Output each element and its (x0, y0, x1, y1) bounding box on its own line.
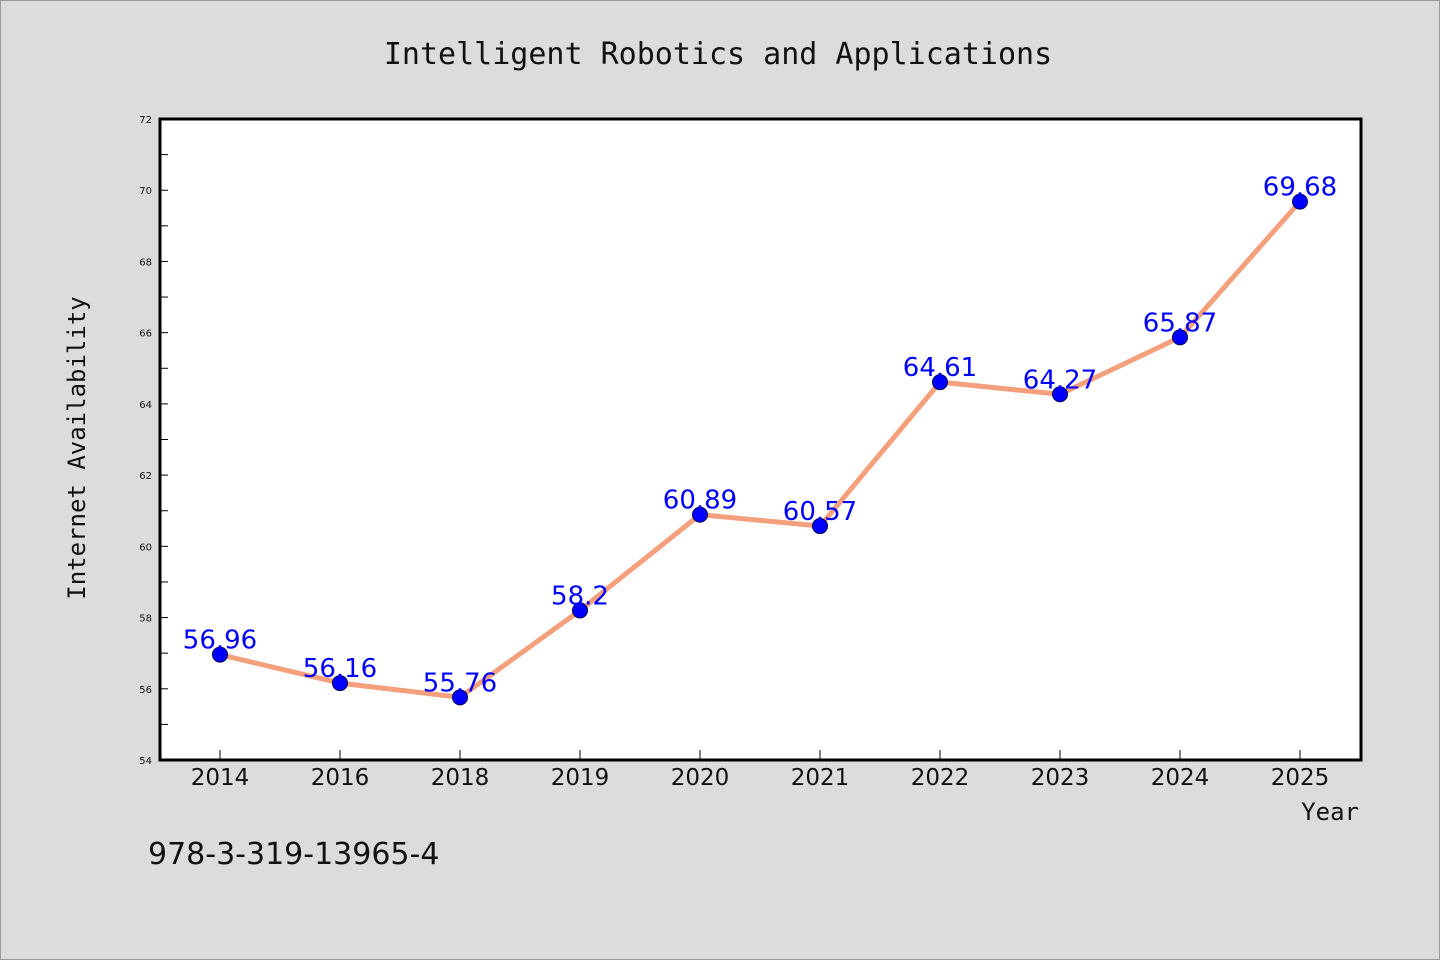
x-tick-label: 2022 (911, 765, 970, 791)
y-tick-label: 64 (139, 400, 152, 411)
x-axis-label: Year (1301, 798, 1359, 826)
y-tick-label: 60 (139, 542, 152, 553)
x-tick-label: 2020 (671, 765, 730, 791)
x-tick-label: 2018 (431, 765, 490, 791)
data-point (812, 518, 828, 535)
y-tick-label: 72 (139, 115, 152, 126)
y-tick-label: 54 (139, 756, 152, 767)
data-point (452, 689, 468, 706)
y-tick-label: 66 (139, 329, 152, 340)
isbn-text: 978-3-319-13965-4 (148, 837, 439, 872)
data-label: 69.68 (1263, 173, 1337, 203)
data-label: 55.76 (423, 668, 497, 698)
data-label: 65.87 (1143, 308, 1217, 338)
x-tick-label: 2024 (1151, 765, 1210, 791)
data-label: 60.89 (663, 486, 737, 516)
series-line (217, 199, 1303, 700)
data-point (1292, 193, 1308, 210)
x-tick-label: 2025 (1271, 765, 1330, 791)
y-tick-label: 68 (139, 257, 152, 268)
x-tick-label: 2023 (1031, 765, 1090, 791)
plot-border (158, 117, 1363, 762)
data-point (692, 506, 708, 523)
data-labels: 56.96 56.16 55.76 58.2 60.89 60.57 64.61 64.27 6… (183, 173, 1337, 699)
y-tick-label: 62 (139, 471, 152, 482)
data-point (572, 602, 588, 619)
data-markers (212, 193, 1308, 706)
data-label: 56.96 (183, 626, 257, 656)
y-tick-label: 56 (139, 685, 152, 696)
data-label: 60.57 (783, 497, 857, 527)
chart-title: Intelligent Robotics and Applications (384, 37, 1052, 72)
series-line-group (217, 199, 1303, 700)
data-point (932, 374, 948, 391)
x-tick-label: 2021 (791, 765, 850, 791)
data-point (212, 646, 228, 663)
x-tick-label: 2019 (551, 765, 610, 791)
y-tick-label: 70 (139, 186, 152, 197)
data-label: 64.61 (903, 353, 977, 383)
data-label: 58.2 (551, 581, 609, 611)
data-point (1172, 329, 1188, 346)
x-tick-label: 2016 (311, 765, 370, 791)
data-point (332, 675, 348, 692)
data-point (1052, 386, 1068, 403)
y-tick-label: 58 (139, 614, 152, 625)
plot-area (160, 119, 1361, 760)
data-label: 56.16 (303, 654, 377, 684)
data-label: 64.27 (1023, 365, 1097, 395)
x-tick-label: 2014 (191, 765, 250, 791)
x-axis-ticks: 2014 2016 2018 2019 2020 2021 2022 2023 2024 2025 (191, 750, 1330, 791)
y-axis-label: Internet Availability (63, 296, 91, 599)
